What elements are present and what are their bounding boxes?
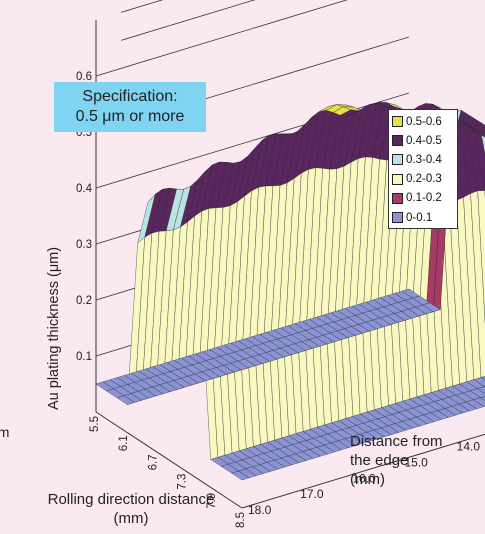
x-axis-label-line-2: (mm) — [113, 510, 149, 527]
y-axis-label: Distance from the edge (mm) — [350, 432, 443, 489]
legend-swatch — [392, 154, 403, 166]
legend-swatch — [392, 212, 403, 224]
legend-item: 0.3-0.4 — [392, 150, 455, 169]
x-tick-label: 6.1 — [118, 435, 130, 451]
legend-swatch — [392, 173, 403, 185]
z-tick-label: 0.3 — [76, 239, 92, 251]
legend-label: 0.3-0.4 — [406, 153, 442, 166]
legend-label: 0.4-0.5 — [406, 134, 442, 147]
specification-line-1: Specification: — [82, 88, 178, 105]
legend-label: 0-0.1 — [406, 211, 433, 224]
y-tick-label: 15.0 — [405, 456, 429, 470]
surface-cell — [401, 288, 420, 299]
x-axis-label-line-1: Rolling direction distance — [47, 491, 215, 508]
y-axis-line — [241, 433, 485, 509]
z-axis-label: Au plating thickness (μm) — [46, 246, 62, 410]
x-tick-label: 5.5 — [89, 416, 101, 432]
x-axis-line — [95, 411, 243, 509]
legend-label: 0.5-0.6 — [406, 115, 442, 128]
legend-item: 0.5-0.6 — [392, 112, 455, 131]
y-axis-label-line-2: the edge — [350, 452, 409, 469]
legend-swatch — [392, 135, 403, 147]
z-gridline — [95, 0, 348, 77]
legend-label: 0.1-0.2 — [406, 192, 442, 205]
y-tick-label: 18.0 — [248, 503, 272, 517]
legend: 0.5-0.6 0.4-0.5 0.3-0.4 0.2-0.3 0.1-0.2 0-0.1 — [388, 109, 458, 230]
x-tick-label: 8.5 — [235, 512, 247, 528]
z-tick-label: 0.1 — [76, 351, 92, 363]
specification-callout: Specification: 0.5 μm or more — [54, 82, 206, 132]
legend-item: 0.2-0.3 — [392, 170, 455, 189]
z-gridline — [120, 0, 256, 41]
legend-item: 0-0.1 — [392, 208, 455, 227]
legend-item: 0.4-0.5 — [392, 131, 455, 150]
y-axis-label-line-3: (mm) — [350, 471, 385, 488]
z-tick-label: 0.2 — [76, 295, 92, 307]
y-tick-label: 16.0 — [352, 471, 376, 485]
x-axis-label: Rolling direction distance (mm) — [16, 490, 246, 528]
x-tick-label: 7.3 — [177, 474, 189, 490]
x-tick-label: 6.7 — [147, 454, 159, 470]
surface-cell — [481, 134, 485, 156]
y-tick-label: 14.0 — [457, 440, 481, 454]
z-tick-label: 0.4 — [76, 183, 93, 195]
y-axis-label-line-1: Distance from — [350, 433, 443, 450]
legend-label: 0.2-0.3 — [406, 173, 442, 186]
legend-item: 0.1-0.2 — [392, 189, 455, 208]
legend-swatch — [392, 116, 403, 128]
z-tick-label: 0.6 — [76, 71, 92, 83]
y-tick-label: 17.0 — [300, 487, 324, 501]
specification-line-2: 0.5 μm or more — [75, 108, 185, 125]
x-tick-label: 7.9 — [206, 493, 218, 509]
clipped-label: om — [0, 424, 10, 440]
legend-swatch — [392, 192, 403, 204]
z-gridline — [120, 0, 164, 13]
